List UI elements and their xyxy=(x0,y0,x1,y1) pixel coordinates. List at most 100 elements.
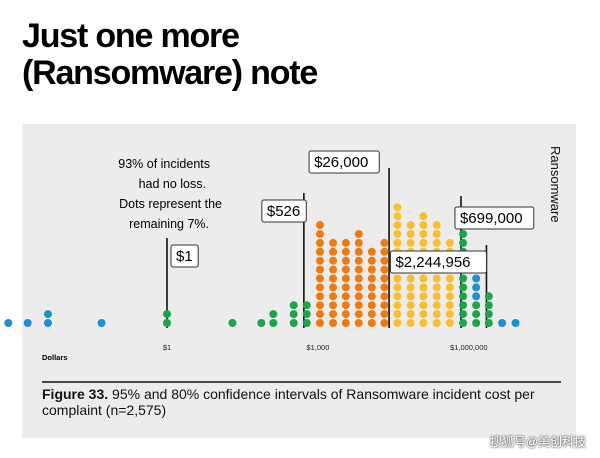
dot-col14-4 xyxy=(367,283,376,292)
dot-col16-4 xyxy=(393,283,402,292)
dot-col17-10 xyxy=(406,230,415,238)
dot-col21-2 xyxy=(459,301,468,310)
watermark: 搜狐号@美创科技 xyxy=(489,435,586,449)
dot-col13-9 xyxy=(354,238,363,247)
dot-col24-3 xyxy=(484,292,493,301)
dot-col16-11 xyxy=(393,221,402,230)
dot-col14-1 xyxy=(367,310,376,319)
dot-col14-6 xyxy=(367,265,376,274)
dot-col12-0 xyxy=(341,319,350,327)
slide-title-line-1: Just one more xyxy=(22,17,240,55)
dot-col12-6 xyxy=(341,265,350,274)
slide-title: Just one more (Ransomware) note xyxy=(22,17,318,92)
chart-panel xyxy=(22,124,576,438)
note-line-3: remaining 7%. xyxy=(129,217,209,231)
dot-col12-8 xyxy=(341,247,350,256)
dot-col12-5 xyxy=(341,274,350,283)
dot-col18-0 xyxy=(419,319,428,327)
dot-col13-3 xyxy=(354,292,363,301)
dot-col10-10 xyxy=(315,230,324,238)
x-tick-label-0: $1 xyxy=(163,343,171,352)
marker-label-4: $2,244,956 xyxy=(395,254,470,271)
dot-col21-10 xyxy=(459,230,468,238)
dot-col9-1 xyxy=(302,310,311,319)
dot-col21-9 xyxy=(459,238,468,247)
dot-col19-10 xyxy=(432,230,441,238)
dot-col19-2 xyxy=(432,301,441,310)
dot-col20-5 xyxy=(445,274,454,283)
marker-label-box-4 xyxy=(389,250,487,274)
dot-col13-0 xyxy=(354,319,363,327)
dot-col18-1 xyxy=(419,310,428,319)
dot-col10-11 xyxy=(315,221,324,230)
dot-col7-1 xyxy=(269,310,278,319)
dot-col16-9 xyxy=(393,238,402,247)
dot-col10-0 xyxy=(315,319,324,327)
dot-col13-4 xyxy=(354,283,363,292)
marker-label-3: $699,000 xyxy=(460,210,523,227)
dot-col13-2 xyxy=(354,301,363,310)
dot-col20-9 xyxy=(445,238,454,247)
dot-col12-9 xyxy=(341,238,350,247)
dot-col20-2 xyxy=(445,301,454,310)
dot-col17-2 xyxy=(406,301,415,310)
dot-col12-1 xyxy=(341,310,350,319)
dot-col4-1 xyxy=(163,310,171,319)
dot-col16-3 xyxy=(393,292,402,301)
dot-col19-5 xyxy=(432,274,441,283)
dot-col11-4 xyxy=(329,283,338,292)
dot-col19-9 xyxy=(432,238,441,247)
dot-col16-12 xyxy=(393,212,402,221)
dot-col15-6 xyxy=(380,265,389,274)
dot-col17-3 xyxy=(406,292,415,301)
dot-col2-0 xyxy=(43,319,52,327)
dot-col15-3 xyxy=(380,292,389,301)
dot-col10-1 xyxy=(315,310,324,319)
dot-col17-11 xyxy=(406,221,415,230)
dot-col11-9 xyxy=(329,238,338,247)
dot-col19-3 xyxy=(432,292,441,301)
dot-col13-8 xyxy=(354,247,363,256)
dot-col21-3 xyxy=(459,292,468,301)
dot-col17-5 xyxy=(406,274,415,283)
dot-col26-0 xyxy=(511,319,520,327)
dot-col20-0 xyxy=(445,319,454,327)
dot-col20-1 xyxy=(445,310,454,319)
dot-col13-5 xyxy=(354,274,363,283)
dot-col11-3 xyxy=(329,292,338,301)
dot-col15-5 xyxy=(380,274,389,283)
figure-caption-text: 95% and 80% confidence intervals of Rans… xyxy=(42,386,535,418)
dot-col18-5 xyxy=(419,274,428,283)
slide-title-line-2: (Ransomware) note xyxy=(22,54,318,92)
dot-col11-7 xyxy=(329,256,338,265)
dot-col15-0 xyxy=(380,319,389,327)
dot-col10-5 xyxy=(315,274,324,283)
dot-col21-1 xyxy=(459,310,468,319)
dot-col13-7 xyxy=(354,256,363,265)
dot-col17-0 xyxy=(406,319,415,327)
dot-col14-2 xyxy=(367,301,376,310)
marker-label-0: $1 xyxy=(176,248,193,265)
dot-col21-4 xyxy=(459,283,468,292)
dot-col18-12 xyxy=(419,212,428,221)
dot-col14-0 xyxy=(367,319,376,327)
note-line-0: 93% of incidents xyxy=(118,157,210,171)
dot-col23-0 xyxy=(472,292,481,301)
dot-col11-0 xyxy=(329,319,338,327)
dot-col23-2 xyxy=(472,274,481,283)
dot-col18-3 xyxy=(419,292,428,301)
dot-col18-4 xyxy=(419,283,428,292)
dot-col16-1 xyxy=(393,310,402,319)
dot-col6-0 xyxy=(257,319,266,327)
dot-col18-11 xyxy=(419,221,428,230)
dot-col11-8 xyxy=(329,247,338,256)
marker-label-box-3 xyxy=(454,206,535,230)
dot-col3-0 xyxy=(97,319,106,327)
dot-col17-4 xyxy=(406,283,415,292)
dot-col15-9 xyxy=(380,238,389,247)
dot-col10-6 xyxy=(315,265,324,274)
dot-col8-0 xyxy=(289,319,298,327)
dot-col12-3 xyxy=(341,292,350,301)
dot-col11-1 xyxy=(329,310,338,319)
